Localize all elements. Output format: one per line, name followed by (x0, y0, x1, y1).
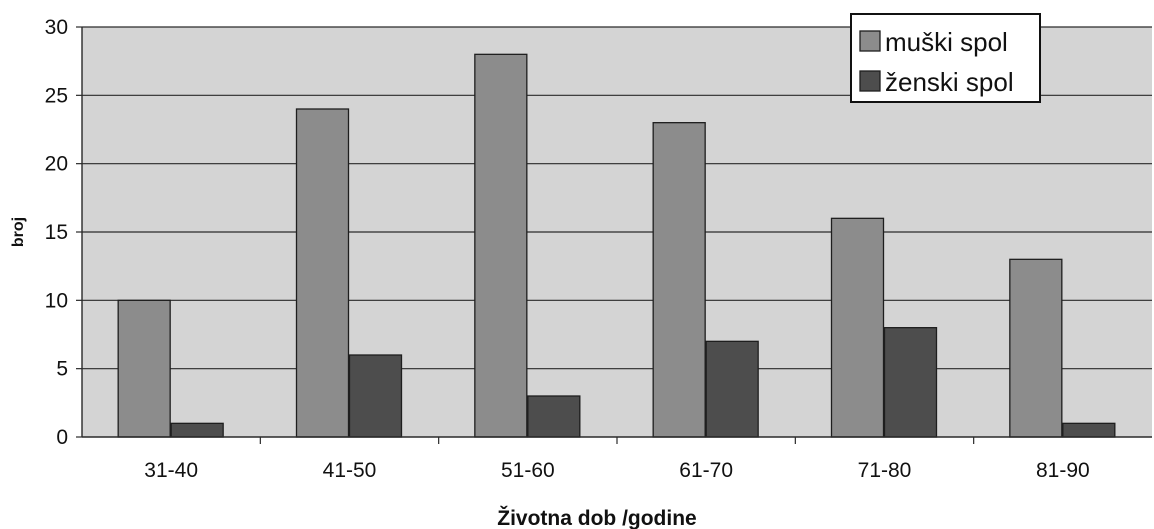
bar-zenski-61-70 (705, 340, 759, 438)
bars (117, 53, 1116, 438)
y-tick-label: 0 (56, 426, 68, 449)
x-tick-label: 31-40 (144, 459, 198, 482)
x-axis-title: Životna dob /godine (497, 506, 696, 529)
bar-zenski-71-80 (883, 327, 938, 438)
bar-zenski-51-60 (527, 395, 581, 438)
legend-swatch (859, 70, 881, 92)
y-axis-ticks: 0 5 10 15 20 25 30 (45, 16, 82, 449)
bar-zenski-81-90 (1062, 422, 1116, 438)
x-tick-label: 61-70 (679, 459, 733, 482)
y-tick-label: 5 (56, 358, 68, 381)
bar-zenski-41-50 (348, 354, 403, 438)
y-axis-title: broj (10, 217, 27, 247)
y-tick-label: 15 (45, 221, 68, 244)
legend-swatch (859, 30, 881, 52)
x-tick-label: 51-60 (501, 459, 555, 482)
x-tick-label: 71-80 (858, 459, 912, 482)
legend-label: ženski spol (885, 67, 1014, 97)
x-axis-ticks: 31-40 41-50 51-60 61-70 71-80 81-90 (144, 437, 1090, 482)
y-tick-label: 25 (45, 84, 68, 107)
bar-muski-51-60 (474, 53, 528, 438)
y-tick-label: 30 (45, 16, 68, 39)
bar-muski-81-90 (1009, 258, 1063, 438)
bar-muski-31-40 (117, 299, 171, 438)
x-tick-label: 41-50 (323, 459, 377, 482)
bar-muski-41-50 (295, 108, 350, 438)
legend-box (850, 13, 1041, 103)
bar-muski-61-70 (652, 122, 706, 438)
legend: muški spol ženski spol (850, 13, 1041, 103)
y-tick-label: 20 (45, 153, 68, 176)
x-tick-label: 81-90 (1036, 459, 1090, 482)
y-tick-label: 10 (45, 289, 68, 312)
bar-muski-71-80 (830, 217, 885, 438)
bar-zenski-31-40 (170, 422, 224, 438)
legend-label: muški spol (885, 27, 1008, 57)
